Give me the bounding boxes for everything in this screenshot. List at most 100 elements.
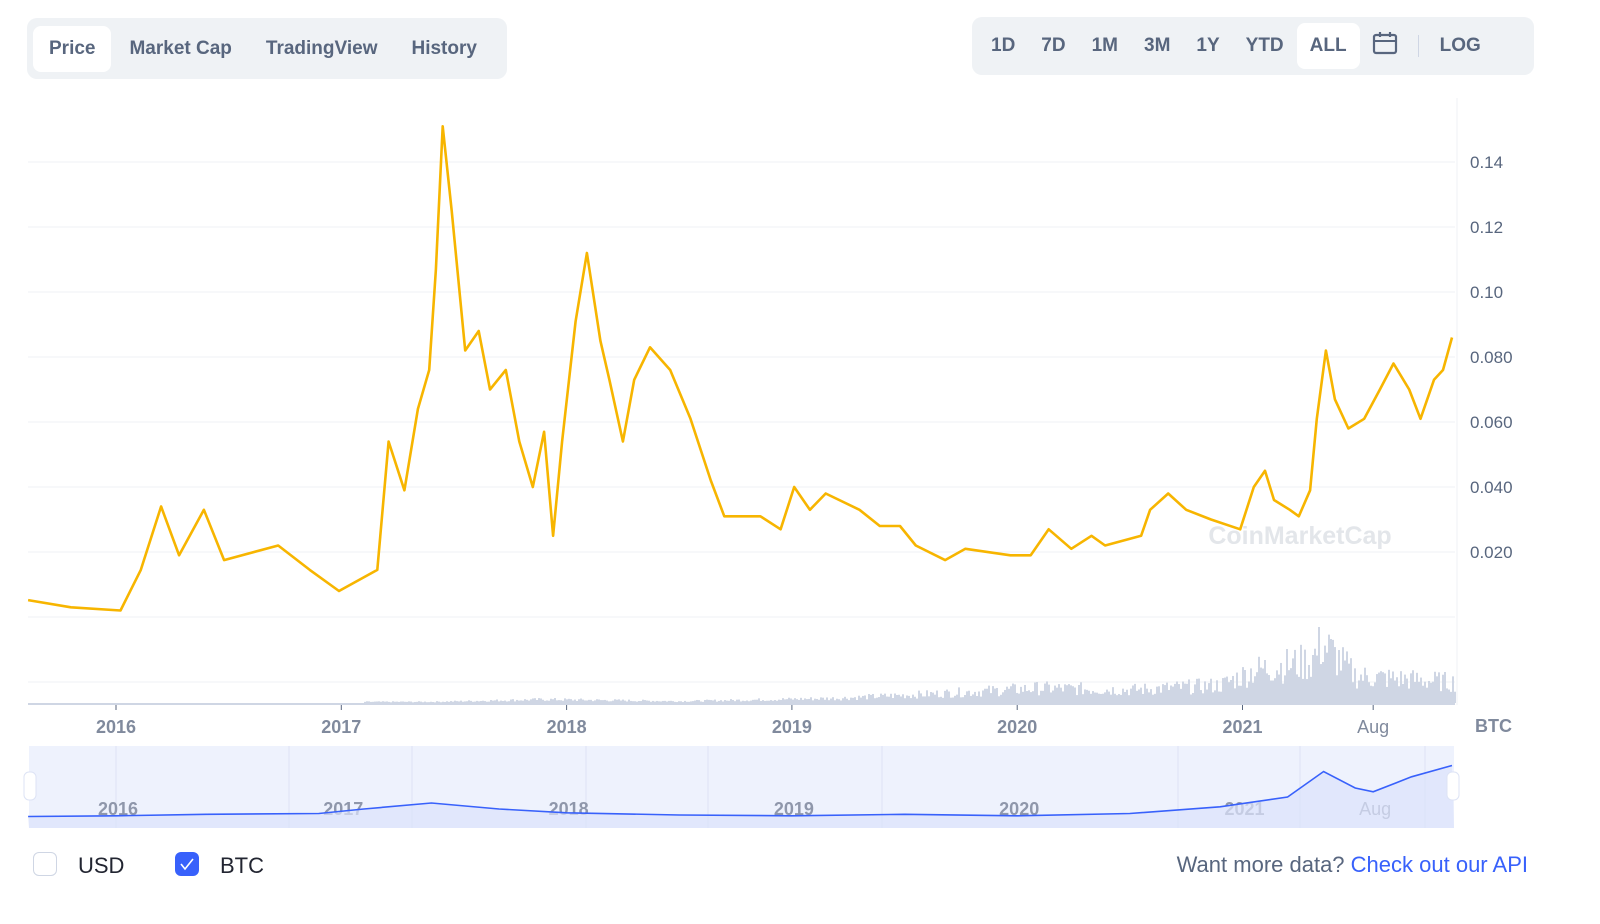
btc-checkbox[interactable] [175,852,199,876]
volume-bar [876,697,878,703]
volume-bar [550,698,552,703]
volume-bar [906,695,908,703]
tab-market-cap[interactable]: Market Cap [129,37,232,59]
volume-bar [642,699,644,703]
volume-bar [796,699,798,703]
volume-bar [832,697,834,703]
volume-bar [552,699,554,703]
calendar-icon[interactable] [1360,22,1410,70]
volume-bar [1406,678,1408,703]
volume-bar [1212,692,1214,703]
api-link[interactable]: Check out our API [1350,852,1528,877]
volume-bar [1178,684,1180,703]
range-1y[interactable]: 1Y [1196,35,1220,56]
volume-bar [596,699,598,703]
volume-bar [1426,687,1428,703]
volume-bar [694,700,696,703]
volume-bar [1038,695,1040,703]
volume-bar [1362,680,1364,703]
volume-bar [776,700,778,703]
volume-bar [428,702,430,703]
volume-bar [458,701,460,703]
volume-bar [440,702,442,703]
volume-bar [1356,688,1358,703]
volume-bar [1018,693,1020,703]
volume-bar [950,697,952,703]
volume-bar [1382,672,1384,703]
volume-bar [460,700,462,703]
volume-bar [756,699,758,703]
volume-bar [1134,683,1136,703]
volume-bar [608,701,610,703]
volume-bar [700,701,702,703]
volume-bar [1230,680,1232,703]
volume-bar [1368,682,1370,703]
volume-bar [518,700,520,703]
range-3m[interactable]: 3M [1144,35,1171,56]
volume-bar [1034,682,1036,703]
volume-bar [666,701,668,703]
tab-tradingview[interactable]: TradingView [265,37,378,59]
volume-bar [1308,664,1310,703]
volume-bar [1300,644,1302,703]
volume-bar [936,690,938,703]
tab-price[interactable]: Price [33,25,112,72]
volume-bar [1040,690,1042,703]
volume-bar [1370,685,1372,703]
volume-bar [960,697,962,703]
volume-bar [372,701,374,703]
volume-bar [956,694,958,703]
log-scale-toggle[interactable]: LOG [1439,35,1481,56]
volume-bar [1116,695,1118,703]
volume-bar [590,699,592,703]
volume-bar [1288,670,1290,703]
volume-bar [368,701,370,703]
price-chart[interactable]: CoinMarketCap 0.020 0.040 0.060 0.080 0.10 0.… [0,0,1600,840]
volume-bar [1396,677,1398,703]
volume-bar [496,699,498,703]
usd-checkbox[interactable] [33,852,57,876]
volume-bar [408,701,410,703]
range-all[interactable]: ALL [1296,23,1360,69]
volume-bar [842,698,844,703]
volume-bar [1374,682,1376,703]
volume-bar [1092,691,1094,703]
volume-bar [570,699,572,703]
volume-bar [1170,685,1172,703]
volume-bar [782,698,784,703]
volume-bar [1324,645,1326,703]
volume-bar [534,698,536,703]
volume-bar [644,700,646,703]
volume-bar [466,701,468,703]
volume-bar [1424,681,1426,703]
volume-bar [1100,693,1102,703]
range-1m[interactable]: 1M [1091,35,1118,56]
volume-bar [916,698,918,703]
volume-bar [1434,671,1436,703]
volume-bar [634,701,636,703]
range-ytd[interactable]: YTD [1245,35,1284,56]
range-1d[interactable]: 1D [991,35,1016,56]
range-7d[interactable]: 7D [1041,35,1066,56]
api-prompt-text: Want more data? [1176,852,1345,877]
volume-bar [904,698,906,703]
volume-bar [1166,682,1168,703]
volume-bar [708,699,710,703]
volume-bar [1182,681,1184,703]
volume-bar [1162,684,1164,703]
volume-bar [568,698,570,703]
tab-history[interactable]: History [411,37,477,59]
volume-bar [934,694,936,703]
volume-bar [636,701,638,703]
volume-bar [452,701,454,703]
x-tick-label: 2017 [321,717,361,737]
volume-bar [1352,682,1354,703]
volume-bar [1316,655,1318,703]
volume-bar [696,699,698,703]
volume-bar [1152,694,1154,703]
volume-bar [1090,693,1092,703]
volume-bar [418,701,420,703]
volume-bar [1304,649,1306,703]
volume-bar [1266,673,1268,703]
